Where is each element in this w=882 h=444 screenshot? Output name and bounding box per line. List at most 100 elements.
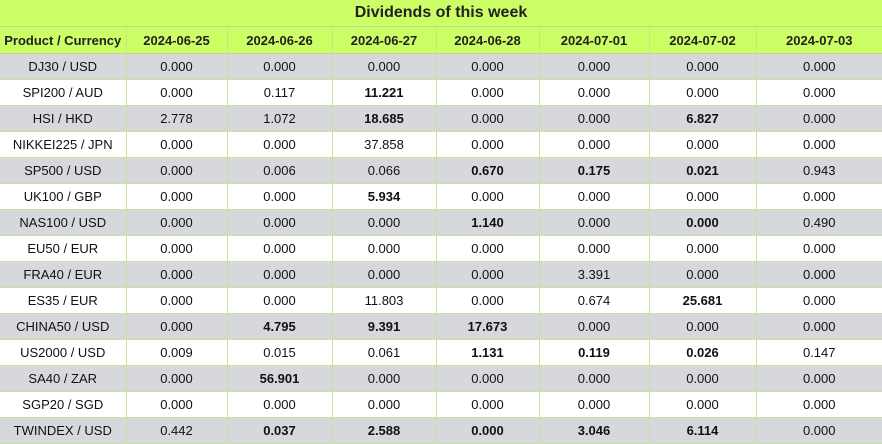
dividend-value-cell: 0.000 [538,235,649,262]
table-row: HSI / HKD 2.778 1.072 18.685 0.000 0.000 6.827… [0,105,882,132]
dividend-value-cell: 0.000 [125,365,227,392]
dividend-value-cell: 0.000 [538,53,649,80]
dividend-value-cell: 0.000 [648,235,756,262]
dividend-value-cell: 0.000 [435,79,539,106]
dividend-value-cell: 0.000 [331,391,436,418]
dividend-value-cell: 0.000 [125,313,227,340]
dividend-value-cell: 0.000 [331,53,436,80]
dividend-value-cell: 0.000 [648,79,756,106]
product-cell: SGP20 / SGD [0,391,126,418]
dividend-value-cell: 9.391 [331,313,436,340]
column-header-date: 2024-06-25 [125,27,227,54]
table-row: UK100 / GBP 0.000 0.000 5.934 0.000 0.000 0.00… [0,183,882,210]
table-row: EU50 / EUR 0.000 0.000 0.000 0.000 0.000 0.000… [0,235,882,262]
dividend-value-cell: 5.934 [331,183,436,210]
dividend-value-cell: 0.117 [226,79,332,106]
dividend-value-cell: 0.000 [125,131,227,158]
dividend-value-cell: 0.000 [226,235,332,262]
dividend-value-cell: 0.000 [331,209,436,236]
dividend-value-cell: 0.000 [435,287,539,314]
dividend-value-cell: 4.795 [226,313,332,340]
dividend-value-cell: 0.943 [755,157,882,184]
product-cell: UK100 / GBP [0,183,126,210]
dividend-value-cell: 1.140 [435,209,539,236]
dividend-value-cell: 0.000 [226,131,332,158]
dividend-value-cell: 3.391 [538,261,649,288]
dividend-value-cell: 0.000 [125,157,227,184]
dividend-value-cell: 0.009 [125,339,227,366]
product-cell: EU50 / EUR [0,235,126,262]
dividend-value-cell: 0.000 [435,235,539,262]
dividend-value-cell: 0.000 [755,391,882,418]
dividend-value-cell: 0.000 [755,235,882,262]
dividend-value-cell: 0.000 [226,183,332,210]
product-cell: ES35 / EUR [0,287,126,314]
dividend-value-cell: 0.670 [435,157,539,184]
dividend-value-cell: 0.015 [226,339,332,366]
dividend-value-cell: 0.000 [755,417,882,444]
table-row: CHINA50 / USD 0.000 4.795 9.391 17.673 0.000 0… [0,313,882,340]
dividend-value-cell: 6.827 [648,105,756,132]
dividend-value-cell: 0.000 [538,391,649,418]
product-cell: CHINA50 / USD [0,313,126,340]
product-cell: SA40 / ZAR [0,365,126,392]
table-row: SGP20 / SGD 0.000 0.000 0.000 0.000 0.000 0.00… [0,391,882,418]
dividend-value-cell: 0.000 [125,391,227,418]
dividend-value-cell: 0.000 [226,53,332,80]
dividend-value-cell: 0.006 [226,157,332,184]
dividend-value-cell: 0.000 [648,313,756,340]
dividend-value-cell: 0.000 [435,131,539,158]
dividend-value-cell: 0.000 [435,417,539,444]
dividend-value-cell: 0.000 [226,287,332,314]
dividend-value-cell: 25.681 [648,287,756,314]
dividend-value-cell: 0.000 [648,183,756,210]
dividend-value-cell: 0.000 [435,105,539,132]
table-row: NAS100 / USD 0.000 0.000 0.000 1.140 0.000 0.0… [0,209,882,236]
table-title: Dividends of this week [0,0,882,27]
dividend-value-cell: 0.000 [755,287,882,314]
product-cell: DJ30 / USD [0,53,126,80]
dividend-value-cell: 0.000 [435,365,539,392]
dividend-value-cell: 0.119 [538,339,649,366]
column-header-date: 2024-07-03 [755,27,882,54]
product-cell: NIKKEI225 / JPN [0,131,126,158]
dividend-value-cell: 0.000 [538,313,649,340]
dividend-value-cell: 0.147 [755,339,882,366]
dividend-value-cell: 0.000 [538,79,649,106]
dividend-value-cell: 0.000 [125,287,227,314]
dividend-value-cell: 2.778 [125,105,227,132]
header-row: Product / Currency 2024-06-25 2024-06-26… [0,27,882,54]
dividend-value-cell: 0.037 [226,417,332,444]
table-row: NIKKEI225 / JPN 0.000 0.000 37.858 0.000 0.00… [0,131,882,158]
dividend-value-cell: 0.000 [538,131,649,158]
dividend-value-cell: 0.021 [648,157,756,184]
dividend-value-cell: 0.000 [755,105,882,132]
product-cell: HSI / HKD [0,105,126,132]
column-header-product: Product / Currency [0,27,126,54]
dividend-value-cell: 0.061 [331,339,436,366]
dividend-value-cell: 0.000 [648,261,756,288]
dividend-value-cell: 0.000 [125,53,227,80]
column-header-date: 2024-07-02 [648,27,756,54]
table-body: DJ30 / USD 0.000 0.000 0.000 0.000 0.000 0.000… [0,53,882,444]
dividend-value-cell: 0.000 [648,131,756,158]
dividend-value-cell: 0.000 [435,261,539,288]
dividend-value-cell: 0.000 [435,391,539,418]
dividend-value-cell: 17.673 [435,313,539,340]
dividend-value-cell: 2.588 [331,417,436,444]
table-row: SP500 / USD 0.000 0.006 0.066 0.670 0.175 0.02… [0,157,882,184]
dividend-value-cell: 0.000 [538,365,649,392]
dividend-value-cell: 0.000 [125,79,227,106]
table-row: ES35 / EUR 0.000 0.000 11.803 0.000 0.674 25.6… [0,287,882,314]
product-cell: US2000 / USD [0,339,126,366]
dividends-table: Product / Currency 2024-06-25 2024-06-26… [0,27,882,444]
product-cell: SPI200 / AUD [0,79,126,106]
dividend-value-cell: 0.442 [125,417,227,444]
dividend-value-cell: 11.221 [331,79,436,106]
dividend-value-cell: 0.000 [226,209,332,236]
dividend-value-cell: 0.000 [125,183,227,210]
dividend-value-cell: 0.000 [755,79,882,106]
dividend-value-cell: 0.066 [331,157,436,184]
dividend-value-cell: 0.175 [538,157,649,184]
